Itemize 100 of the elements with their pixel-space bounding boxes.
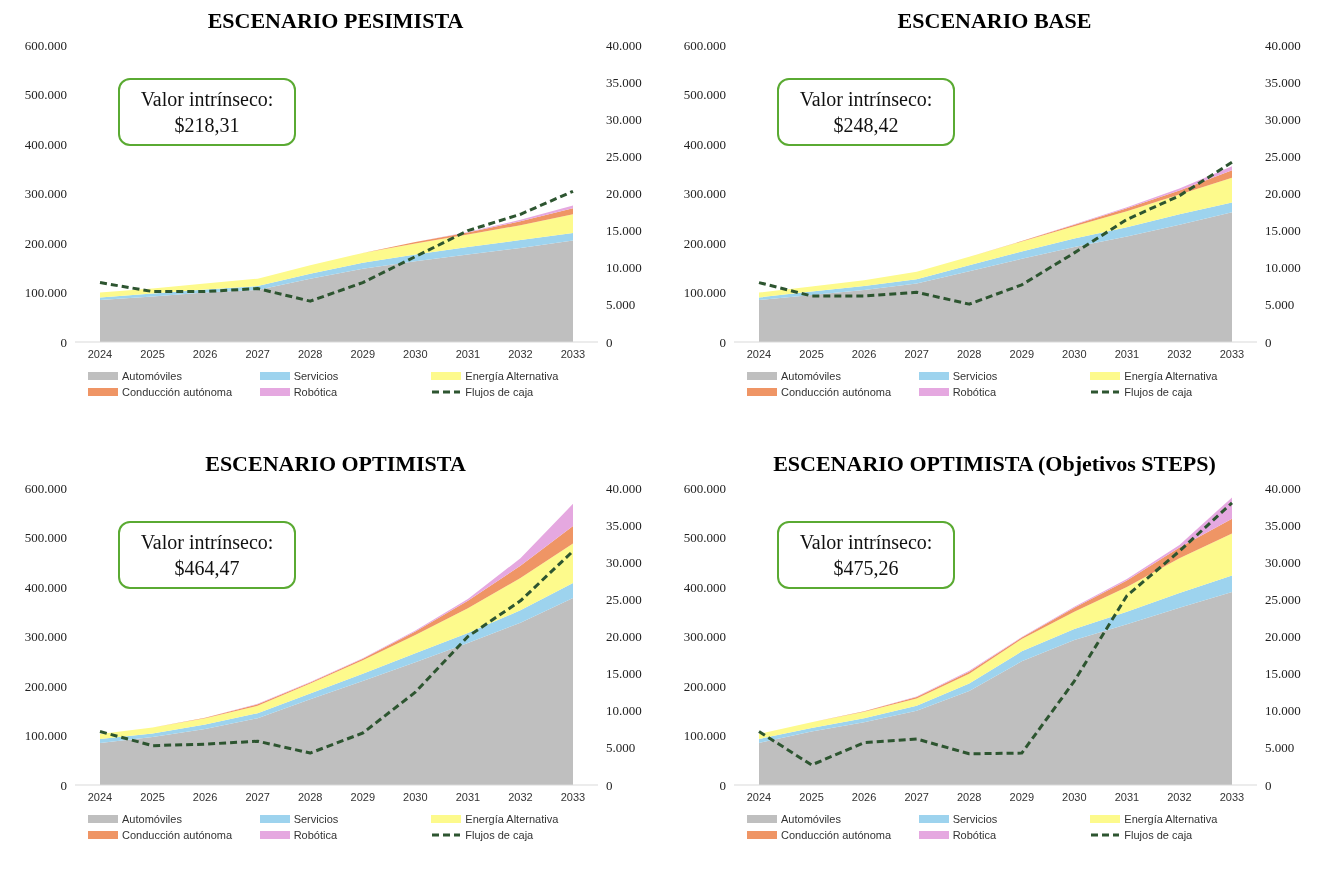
- y2-tick-label: 30.000: [1265, 554, 1301, 570]
- x-tick-label: 2028: [956, 790, 982, 803]
- y2-tick-label: 25.000: [1265, 591, 1301, 607]
- y-tick-label: 0: [60, 777, 67, 793]
- y-tick-label: 500.000: [24, 530, 67, 546]
- y2-tick-label: 5.000: [606, 297, 636, 313]
- legend-label: Energía Alternativa: [1124, 370, 1218, 382]
- y-tick-label: 300.000: [24, 186, 67, 202]
- y2-tick-label: 5.000: [606, 740, 636, 756]
- x-tick-label: 2027: [245, 347, 270, 360]
- legend-label: Servicios: [952, 370, 998, 382]
- y2-tick-label: 25.000: [1265, 148, 1301, 164]
- y2-tick-label: 30.000: [606, 111, 642, 127]
- legend-label: Automóviles: [781, 370, 841, 382]
- y-tick-label: 400.000: [683, 136, 726, 152]
- x-tick-label: 2027: [904, 347, 929, 360]
- y2-tick-label: 35.000: [606, 517, 642, 533]
- y-tick-label: 200.000: [24, 235, 67, 251]
- y2-tick-label: 20.000: [1265, 186, 1301, 202]
- y2-tick-label: 25.000: [606, 591, 642, 607]
- x-tick-label: 2027: [245, 790, 270, 803]
- y2-tick-label: 15.000: [606, 223, 642, 239]
- y2-tick-label: 10.000: [606, 260, 642, 276]
- y2-tick-label: 40.000: [606, 480, 642, 496]
- y-tick-label: 600.000: [24, 37, 67, 53]
- y2-tick-label: 30.000: [1265, 111, 1301, 127]
- y-tick-label: 300.000: [683, 186, 726, 202]
- x-tick-label: 2031: [1114, 790, 1140, 803]
- y-tick-label: 200.000: [683, 235, 726, 251]
- x-tick-label: 2027: [904, 790, 929, 803]
- x-tick-label: 2026: [851, 790, 877, 803]
- y2-tick-label: 10.000: [606, 703, 642, 719]
- y-tick-label: 100.000: [24, 285, 67, 301]
- x-tick-label: 2032: [508, 790, 533, 803]
- y-tick-label: 500.000: [683, 530, 726, 546]
- x-tick-label: 2033: [560, 347, 586, 360]
- x-tick-label: 2029: [1009, 790, 1035, 803]
- y2-tick-label: 10.000: [1265, 703, 1301, 719]
- x-tick-label: 2024: [87, 347, 113, 360]
- x-tick-label: 2033: [1219, 790, 1245, 803]
- y2-tick-label: 20.000: [606, 629, 642, 645]
- y-tick-label: 200.000: [24, 678, 67, 694]
- legend-label: Conducción autónoma: [122, 386, 233, 398]
- x-tick-label: 2025: [140, 347, 165, 360]
- y2-tick-label: 40.000: [1265, 480, 1301, 496]
- y2-tick-label: 5.000: [1265, 740, 1295, 756]
- legend-label: Flujos de caja: [465, 829, 534, 841]
- x-tick-label: 2030: [403, 790, 428, 803]
- y-tick-label: 500.000: [24, 87, 67, 103]
- y-tick-label: 600.000: [683, 480, 726, 496]
- legend-label: Servicios: [293, 813, 339, 825]
- x-tick-label: 2029: [1009, 347, 1035, 360]
- y-tick-label: 600.000: [683, 37, 726, 53]
- y2-tick-label: 35.000: [1265, 74, 1301, 90]
- y2-tick-label: 35.000: [1265, 517, 1301, 533]
- legend-label: Servicios: [293, 370, 339, 382]
- legend-label: Flujos de caja: [465, 386, 534, 398]
- x-tick-label: 2030: [1062, 347, 1087, 360]
- y-tick-label: 100.000: [683, 728, 726, 744]
- legend-label: Energía Alternativa: [465, 813, 559, 825]
- y2-tick-label: 5.000: [1265, 297, 1295, 313]
- legend-label: Flujos de caja: [1124, 829, 1193, 841]
- x-tick-label: 2033: [560, 790, 586, 803]
- x-tick-label: 2024: [746, 790, 772, 803]
- legend-label: Automóviles: [122, 370, 182, 382]
- legend-label: Robótica: [293, 386, 338, 398]
- x-tick-label: 2025: [140, 790, 165, 803]
- line-series: [98, 189, 575, 303]
- legend-label: Servicios: [952, 813, 998, 825]
- x-tick-label: 2031: [455, 790, 481, 803]
- y2-tick-label: 30.000: [606, 554, 642, 570]
- x-tick-label: 2033: [1219, 347, 1245, 360]
- legend-label: Robótica: [952, 386, 997, 398]
- x-tick-label: 2025: [799, 347, 824, 360]
- y-tick-label: 400.000: [24, 136, 67, 152]
- x-tick-label: 2031: [455, 347, 481, 360]
- legend-label: Robótica: [293, 829, 338, 841]
- x-tick-label: 2026: [851, 347, 877, 360]
- legend-label: Conducción autónoma: [781, 386, 892, 398]
- y2-tick-label: 20.000: [606, 186, 642, 202]
- chart-title: ESCENARIO OPTIMISTA (Objetivos STEPS): [773, 451, 1216, 476]
- legend-label: Energía Alternativa: [1124, 813, 1218, 825]
- legend-label: Automóviles: [122, 813, 182, 825]
- legend-label: Automóviles: [781, 813, 841, 825]
- x-tick-label: 2024: [746, 347, 772, 360]
- y2-tick-label: 25.000: [606, 148, 642, 164]
- y-tick-label: 100.000: [683, 285, 726, 301]
- x-tick-label: 2028: [297, 347, 323, 360]
- y2-tick-label: 35.000: [606, 74, 642, 90]
- x-tick-label: 2026: [192, 347, 218, 360]
- x-tick-label: 2026: [192, 790, 218, 803]
- annotation: Valor intrínseco: $475,26: [777, 521, 955, 589]
- chart-title: ESCENARIO OPTIMISTA: [205, 451, 466, 476]
- y-tick-label: 500.000: [683, 87, 726, 103]
- x-tick-label: 2025: [799, 790, 824, 803]
- y-tick-label: 0: [60, 334, 67, 350]
- x-tick-label: 2032: [1167, 347, 1192, 360]
- legend-label: Robótica: [952, 829, 997, 841]
- y2-tick-label: 15.000: [606, 666, 642, 682]
- y-tick-label: 300.000: [683, 629, 726, 645]
